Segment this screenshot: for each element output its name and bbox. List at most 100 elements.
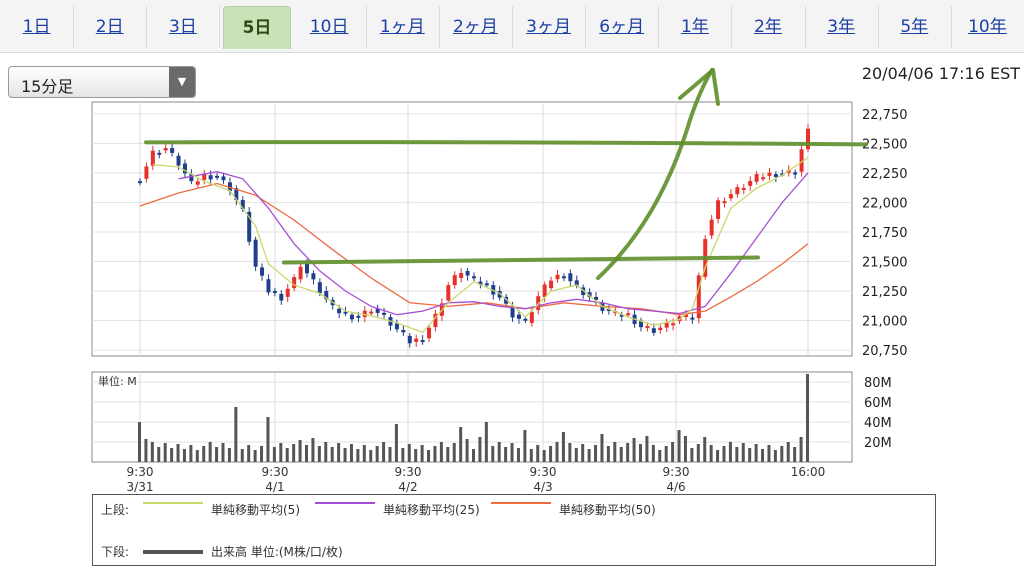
candle-body [728, 194, 733, 199]
volume-bar [696, 444, 700, 462]
candle-body [189, 174, 194, 182]
volume-bar [555, 442, 559, 462]
legend-sma5-line [143, 502, 203, 504]
volume-bar [240, 449, 244, 462]
interval-select[interactable]: 15分足 ▼ [8, 66, 196, 98]
x-tick-date: 4/2 [398, 480, 417, 494]
candle-body [202, 173, 207, 180]
candle-body [234, 188, 239, 201]
interval-select-value: 15分足 [21, 77, 74, 96]
candle-body [298, 266, 303, 280]
candle-body [221, 176, 226, 181]
candle-body [645, 326, 650, 329]
tab-period-3[interactable]: 5日 [223, 6, 291, 49]
tab-period-12[interactable]: 5年 [878, 6, 952, 48]
candle-body [587, 292, 592, 297]
x-tick-time: 9:30 [530, 465, 557, 479]
volume-bar [504, 447, 508, 462]
candle-body [317, 282, 322, 294]
volume-bar [459, 427, 463, 462]
volume-tick-label: 20M [864, 436, 892, 451]
volume-bar [542, 450, 546, 462]
legend-sma25-line [315, 502, 375, 504]
volume-bar [478, 437, 482, 462]
tab-period-4[interactable]: 10日 [293, 6, 367, 48]
tab-period-11[interactable]: 3年 [805, 6, 879, 48]
tab-period-10[interactable]: 2年 [731, 6, 806, 48]
volume-bar [645, 436, 649, 462]
candle-body [773, 174, 778, 178]
volume-bar [600, 434, 604, 462]
candle-body [394, 323, 399, 330]
candle-body [536, 296, 541, 310]
volume-bar [292, 444, 296, 462]
candle-body [337, 308, 342, 314]
price-tick-label: 20,750 [862, 344, 908, 359]
annotation-resistance-line [144, 140, 868, 147]
sma50-line [139, 182, 809, 316]
candle-body [484, 283, 489, 286]
volume-bar [484, 422, 488, 462]
candle-body [716, 200, 721, 219]
candle-body [311, 273, 316, 280]
candle-body [806, 128, 810, 150]
volume-bar [728, 442, 732, 462]
volume-bar [369, 450, 373, 462]
legend-sma50-label: 単純移動平均(50) [559, 503, 656, 517]
candle-body [420, 340, 425, 343]
volume-bar [356, 449, 360, 462]
volume-bar [382, 442, 386, 462]
volume-bar [150, 442, 154, 462]
x-tick-time: 9:30 [262, 465, 289, 479]
price-tick-label: 21,500 [862, 255, 908, 270]
volume-bar [433, 446, 437, 462]
volume-bar [773, 450, 777, 462]
candle-body [285, 288, 290, 297]
volume-bar [349, 444, 353, 462]
volume-bar [574, 448, 578, 462]
tab-period-6[interactable]: 2ヶ月 [439, 6, 513, 48]
candle-body [324, 291, 329, 300]
volume-bar [227, 448, 231, 462]
candle-body [683, 314, 688, 318]
tab-period-2[interactable]: 3日 [146, 6, 221, 48]
volume-bar [337, 443, 341, 462]
volume-bar [272, 447, 276, 462]
candle-body [343, 311, 348, 314]
volume-bar [523, 430, 527, 462]
legend-sma50-line [491, 502, 551, 504]
volume-tick-label: 80M [864, 376, 892, 391]
volume-bar [722, 446, 726, 462]
legend-upper-label: 上段: [101, 503, 130, 517]
tab-period-8[interactable]: 6ヶ月 [585, 6, 660, 48]
volume-bar [690, 448, 694, 462]
volume-bar [632, 438, 636, 462]
tab-period-5[interactable]: 1ヶ月 [366, 6, 440, 48]
volume-bar [677, 430, 681, 462]
candle-body [157, 152, 162, 155]
candle-body [349, 314, 354, 320]
candle-body [163, 148, 168, 151]
price-tick-label: 22,500 [862, 137, 908, 152]
candle-body [150, 150, 155, 166]
volume-bar [324, 442, 328, 462]
candle-body [208, 175, 213, 180]
tab-period-1[interactable]: 2日 [73, 6, 148, 48]
candle-body [452, 275, 457, 286]
volume-bar [536, 445, 540, 462]
volume-bar [221, 443, 225, 462]
volume-bar [401, 448, 405, 462]
volume-bar [407, 444, 411, 462]
tab-period-9[interactable]: 1年 [658, 6, 733, 48]
tab-period-7[interactable]: 3ヶ月 [512, 6, 587, 48]
candle-body [690, 317, 695, 320]
volume-bar [561, 432, 565, 462]
candle-body [516, 314, 521, 319]
volume-bar [182, 449, 186, 462]
tab-period-0[interactable]: 1日 [0, 6, 75, 48]
volume-bar [568, 443, 572, 462]
volume-bar [285, 448, 289, 462]
candle-body [799, 149, 804, 172]
candle-body [696, 275, 701, 319]
volume-bar [138, 422, 141, 462]
